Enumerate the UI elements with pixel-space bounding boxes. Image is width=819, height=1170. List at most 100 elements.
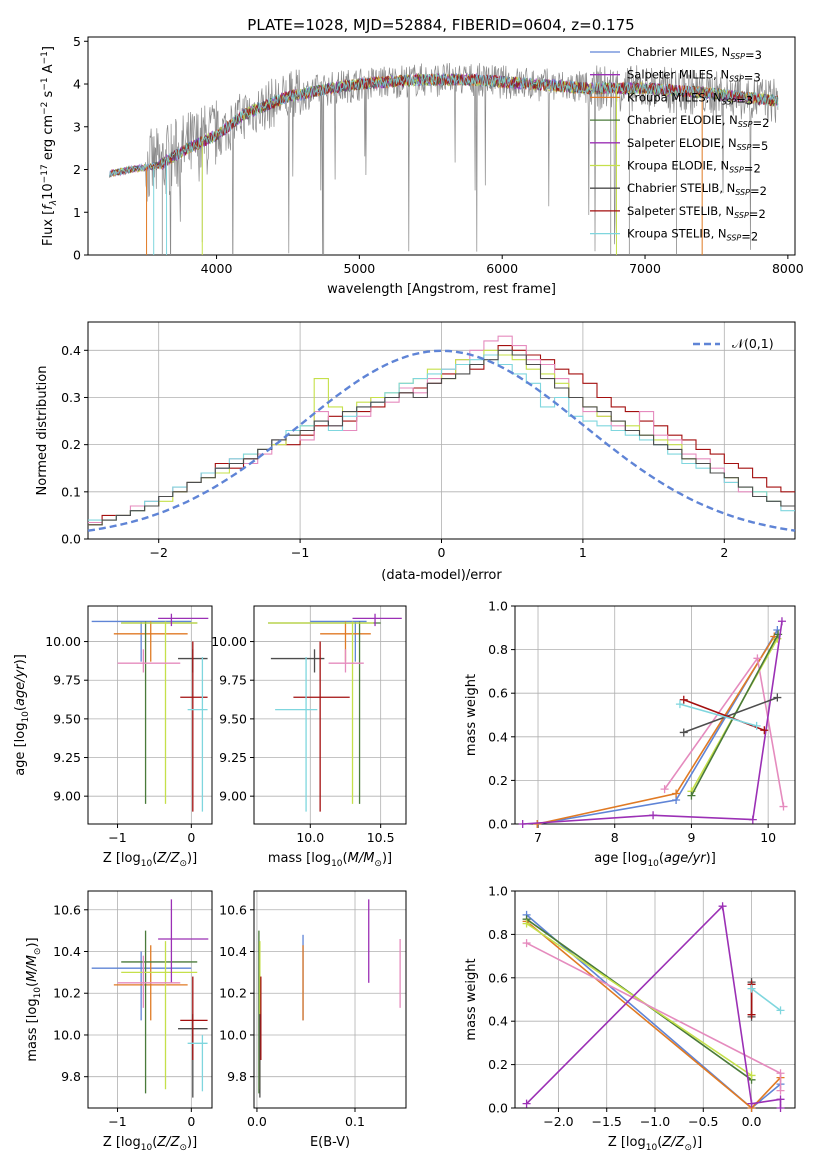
x-tick-label: 0 <box>187 1114 195 1129</box>
y-tick-label: 10.0 <box>53 1027 81 1042</box>
y-tick-label: 9.25 <box>53 750 81 765</box>
y-tick-label: 0.2 <box>488 1057 508 1072</box>
legend-label: Chabrier MILES, NSSP=3 <box>627 45 762 62</box>
y-tick-label: 9.00 <box>53 789 81 804</box>
y-tick-label: 0.4 <box>488 1014 508 1029</box>
axes-frame <box>87 890 213 1109</box>
model-line <box>109 73 779 178</box>
y-tick-label: 10.00 <box>211 634 247 649</box>
figure-title: PLATE=1028, MJD=52884, FIBERID=0604, z=0… <box>247 16 634 34</box>
x-tick-label: 8 <box>611 830 619 845</box>
x-tick-label: 7000 <box>629 261 661 276</box>
weight-marker <box>776 1086 785 1095</box>
weight-marker <box>776 1104 785 1112</box>
x-tick-label: 5000 <box>343 261 375 276</box>
y-tick-label: 10.2 <box>53 986 81 1001</box>
legend-label: Chabrier ELODIE, NSSP=2 <box>627 113 769 130</box>
y-tick-label: 9.75 <box>53 673 81 688</box>
age-vs-mass-panel: 10.0 10.5 9.00 9.25 9.50 9.75 10.00 mass [log10… <box>211 605 407 869</box>
y-tick-label: 9.8 <box>61 1069 81 1084</box>
weight-marker <box>747 1099 756 1108</box>
x-tick-label: 0 <box>438 545 446 560</box>
x-tick-label: −2.0 <box>543 1114 573 1129</box>
y-tick-label: 10.0 <box>219 1027 247 1042</box>
x-tick-label: 0.0 <box>247 1114 267 1129</box>
y-tick-label: 1 <box>73 205 81 220</box>
y-tick-label: 0.2 <box>61 437 81 452</box>
x-tick-label: −1.0 <box>640 1114 670 1129</box>
weight-vs-Z-panel: −2.0 −1.5 −1.0 −0.5 0.0 0.0 0.2 0.4 0.6 0.8 1.0 Z [… <box>464 884 796 1153</box>
y-tick-label: 1.0 <box>488 884 508 899</box>
weight-marker <box>522 1099 531 1108</box>
spectrum-data-line <box>109 62 779 255</box>
weight-marker <box>760 726 769 735</box>
x-axis-label: age [log10(age/yr)] <box>594 851 716 869</box>
axes-frame <box>253 890 407 1109</box>
legend-label: Kroupa MILES, NSSP=3 <box>627 90 753 107</box>
x-tick-label: −1 <box>108 1114 126 1129</box>
x-tick-label: −2 <box>149 545 167 560</box>
legend-label: Kroupa STELIB, NSSP=2 <box>627 227 758 244</box>
y-tick-label: 1.0 <box>488 599 508 614</box>
weight-vs-age-panel: 7 8 9 10 0.0 0.2 0.4 0.6 0.8 1.0 age [log10(age/yr… <box>464 599 796 869</box>
weight-marker <box>672 789 681 798</box>
axes-frame <box>87 321 796 540</box>
weight-marker <box>522 919 531 928</box>
y-tick-label: 0.0 <box>488 1101 508 1116</box>
axes-frame <box>253 605 407 825</box>
x-tick-label: 7 <box>534 830 542 845</box>
y-tick-label: 0.4 <box>488 729 508 744</box>
spectrum-legend: Chabrier MILES, NSSP=3 Salpeter MILES, NS… <box>590 45 769 244</box>
weight-marker <box>679 695 688 704</box>
weight-marker <box>679 728 688 737</box>
y-tick-label: 10.6 <box>219 902 247 917</box>
x-tick-label: 0.0 <box>742 1114 762 1129</box>
y-tick-label: 10.4 <box>53 944 81 959</box>
x-tick-label: 10.0 <box>296 830 324 845</box>
age-vs-Z-panel: −1 0 9.00 9.25 9.50 9.75 10.00 Z [log10(Z/Z⊙)] a… <box>13 605 213 869</box>
y-tick-label: 9.50 <box>219 711 247 726</box>
y-tick-label: 0.4 <box>61 343 81 358</box>
x-axis-label: Z [log10(Z/Z⊙)] <box>103 851 197 869</box>
y-tick-label: 5 <box>73 34 81 49</box>
legend-label: Kroupa ELODIE, NSSP=2 <box>627 159 761 176</box>
axes-frame <box>514 890 796 1109</box>
y-tick-label: 9.00 <box>219 789 247 804</box>
x-tick-label: 10 <box>760 830 776 845</box>
weight-marker <box>776 1006 785 1015</box>
weight-marker <box>522 939 531 948</box>
weight-marker <box>687 791 696 800</box>
y-tick-label: 0.6 <box>488 970 508 985</box>
weight-line <box>537 636 775 825</box>
x-axis-label: mass [log10(M/M⊙)] <box>268 851 392 869</box>
x-tick-label: 8000 <box>772 261 804 276</box>
y-axis-label: age [log10(age/yr)] <box>13 654 31 776</box>
y-tick-label: 9.25 <box>219 750 247 765</box>
mass-vs-Z-panel: −1 0 9.8 10.0 10.2 10.4 10.6 Z [log10(Z/Z⊙)] mas… <box>25 890 213 1153</box>
y-tick-label: 0.0 <box>61 532 81 547</box>
weight-line <box>690 633 779 797</box>
axes-frame <box>87 605 213 825</box>
mass-vs-ebv-panel: 0.0 0.1 9.8 10.0 10.2 10.4 10.6 E(B-V) <box>219 890 407 1150</box>
y-axis-label: mass [log10(M/M⊙)] <box>25 937 43 1061</box>
weight-line <box>537 629 779 825</box>
spectrum-panel: 4000 5000 6000 7000 8000 0 1 2 3 4 5 Chabrier MILES… <box>40 34 804 297</box>
x-axis-label: wavelength [Angstrom, rest frame] <box>327 282 556 297</box>
x-tick-label: 0.1 <box>345 1114 365 1129</box>
weight-marker <box>752 721 761 730</box>
weight-marker <box>747 1010 756 1019</box>
weight-line <box>526 922 753 1077</box>
weight-marker <box>753 654 762 663</box>
legend-label: Salpeter MILES, NSSP=3 <box>627 68 761 85</box>
legend-label: 𝒩(0,1) <box>732 336 774 351</box>
weight-marker <box>675 700 684 709</box>
weight-marker <box>718 902 727 911</box>
weight-line <box>522 621 783 825</box>
histogram-step-line <box>88 349 795 526</box>
x-tick-label: 10.5 <box>367 830 395 845</box>
x-tick-label: 4000 <box>201 261 233 276</box>
y-tick-label: 10.00 <box>45 634 81 649</box>
y-axis-label: Normed distribution <box>35 366 50 496</box>
axes-frame <box>514 605 796 825</box>
